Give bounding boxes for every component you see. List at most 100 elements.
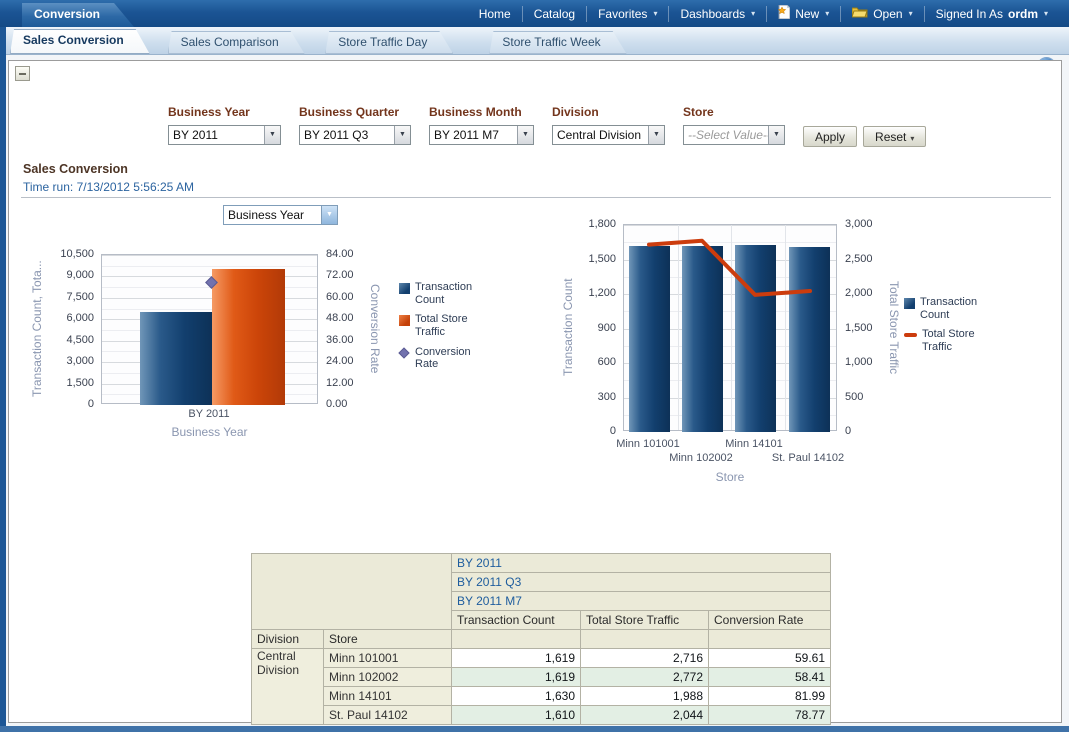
prompt-label: Business Month: [429, 105, 522, 119]
y-axis-tick-right: 3,000: [845, 218, 873, 230]
prompt-dropdown-store[interactable]: --Select Value-- ▼: [683, 125, 785, 145]
bar-transaction-count[interactable]: [140, 312, 212, 405]
pivot-corner-cell: [251, 553, 452, 630]
legend-item: Total Store Traffic: [399, 313, 489, 338]
prompt-label: Store: [683, 105, 714, 119]
y-axis-tick-right: 2,500: [845, 252, 873, 265]
y-axis-tick-right: 1,000: [845, 356, 873, 368]
chart-plot-area: [623, 224, 838, 432]
pivot-conversion-rate-cell: 58.41: [708, 667, 831, 687]
gridline: [102, 265, 317, 267]
gridline: [624, 397, 836, 399]
top-bar: Conversion Home Catalog Favorites ▾ Dashboar…: [0, 0, 1069, 27]
legend-label: Total Store Traffic: [415, 313, 468, 338]
gridline: [624, 259, 836, 261]
gridline-vertical: [784, 225, 786, 430]
chevron-down-icon: ▾: [910, 133, 915, 143]
chevron-down-icon: ▾: [908, 9, 913, 18]
gridline: [624, 276, 836, 278]
tab-store-traffic-week[interactable]: Store Traffic Week: [489, 31, 626, 54]
gridline: [102, 255, 317, 256]
tab-store-traffic-day[interactable]: Store Traffic Day: [325, 31, 453, 54]
table-row: Minn 102002 1,619 2,772 58.41: [252, 667, 831, 687]
pivot-store-cell: Minn 102002: [323, 667, 452, 687]
dashboard-title-tab[interactable]: Conversion: [22, 3, 134, 27]
pivot-empty-header-cell: [451, 629, 581, 649]
nav-label: Open: [873, 6, 903, 21]
pivot-conversion-rate-cell: 59.61: [708, 648, 831, 668]
prompt-dropdown-business-quarter[interactable]: BY 2011 Q3 ▼: [299, 125, 411, 145]
line-total-store-traffic[interactable]: [624, 225, 838, 432]
bar-transaction-count[interactable]: [735, 244, 776, 432]
nav-link-favorites[interactable]: Favorites ▾: [586, 5, 668, 22]
prompt-business-quarter: Business Quarter BY 2011 Q3 ▼: [299, 105, 411, 145]
pivot-dimension-header: Store: [323, 629, 452, 649]
chart-legend: Transaction Count Total Store Traffic Conv…: [398, 281, 489, 378]
y-axis-tick-right: 500: [845, 390, 864, 403]
prompt-dropdown-business-year[interactable]: BY 2011 ▼: [168, 125, 281, 145]
nav-label: Favorites: [598, 6, 648, 21]
nav-link-home[interactable]: Home: [468, 6, 522, 22]
legend-swatch-bar: [904, 298, 915, 309]
gridline: [624, 380, 836, 382]
reset-button[interactable]: Reset ▾: [863, 126, 927, 147]
pivot-table: BY 2011 BY 2011 Q3 BY 2011 M7 Transaction C…: [251, 553, 831, 725]
prompt-label: Division: [552, 105, 599, 119]
y-axis-tick-left: 1,200: [588, 287, 616, 299]
prompt-value: BY 2011 M7: [434, 128, 499, 142]
tab-sales-conversion[interactable]: Sales Conversion: [10, 29, 150, 54]
x-category-label: Minn 102002: [669, 452, 733, 464]
bar-transaction-count[interactable]: [789, 246, 830, 432]
x-category-label: BY 2011: [188, 408, 230, 420]
pivot-filter-value[interactable]: BY 2011: [451, 553, 831, 573]
chevron-down-icon: ▼: [321, 206, 337, 224]
pivot-total-store-traffic-cell: 1,988: [580, 686, 709, 706]
y-axis-tick-right: 60.00: [326, 290, 354, 303]
gridline: [624, 225, 836, 226]
gridline: [624, 345, 836, 347]
gridline: [624, 328, 836, 330]
nav-link-dashboards[interactable]: Dashboards ▾: [668, 5, 766, 22]
chevron-down-icon: ▼: [648, 126, 664, 144]
legend-label: Total Store Traffic: [922, 328, 975, 353]
prompt-store: Store --Select Value-- ▼: [683, 105, 785, 145]
table-row: Central Division Minn 101001 1,619 2,716 59.…: [251, 648, 831, 725]
pivot-conversion-rate-cell: 78.77: [708, 705, 831, 725]
dashboard-pages-tabbar: Sales Conversion Sales Comparison Store Tr…: [0, 27, 1069, 75]
bar-total-store-traffic[interactable]: [212, 269, 285, 405]
legend-item: Total Store Traffic: [904, 328, 994, 353]
bar-transaction-count[interactable]: [629, 245, 670, 432]
gridline: [624, 363, 836, 364]
prompt-label: Business Quarter: [299, 105, 400, 119]
pivot-filter-value[interactable]: BY 2011 M7: [451, 591, 831, 611]
y-axis-tick-left: 6,000: [66, 312, 94, 325]
nav-link-catalog[interactable]: Catalog: [521, 5, 586, 22]
y-axis-tick-left: 0: [609, 425, 616, 437]
x-category-label: Minn 14101: [725, 438, 783, 450]
prompt-buttons: Apply Reset ▾: [803, 126, 927, 147]
nav-link-signed-in-as[interactable]: Signed In As ordm ▾: [923, 5, 1059, 22]
legend-swatch-point: [398, 346, 410, 359]
nav-link-open[interactable]: Open ▾: [840, 5, 923, 22]
left-edge-strip: [0, 27, 6, 726]
chevron-down-icon: ▾: [751, 9, 756, 18]
pivot-store-cell: Minn 101001: [323, 648, 452, 668]
pivot-filter-value[interactable]: BY 2011 Q3: [451, 572, 831, 592]
apply-button[interactable]: Apply: [803, 126, 858, 147]
prompt-dropdown-division[interactable]: Central Division ▼: [552, 125, 665, 145]
bar-transaction-count[interactable]: [682, 245, 723, 432]
chevron-down-icon: ▼: [768, 126, 784, 144]
x-axis-title: Business Year: [171, 425, 248, 439]
gridline: [624, 311, 836, 313]
prompt-dropdown-business-month[interactable]: BY 2011 M7 ▼: [429, 125, 534, 145]
y-axis-tick-right: 36.00: [326, 333, 354, 346]
tab-sales-comparison[interactable]: Sales Comparison: [168, 31, 305, 54]
view-selector-dropdown[interactable]: Business Year ▼: [223, 205, 338, 225]
legend-item: Transaction Count: [399, 281, 489, 306]
nav-link-new[interactable]: New ▾: [766, 4, 840, 22]
prompt-value: --Select Value--: [688, 128, 768, 142]
collapse-section-button[interactable]: [15, 66, 30, 81]
chevron-down-icon: ▼: [517, 126, 533, 144]
y-axis-tick-left: 9,000: [66, 269, 94, 282]
pivot-total-store-traffic-cell: 2,772: [580, 667, 709, 687]
